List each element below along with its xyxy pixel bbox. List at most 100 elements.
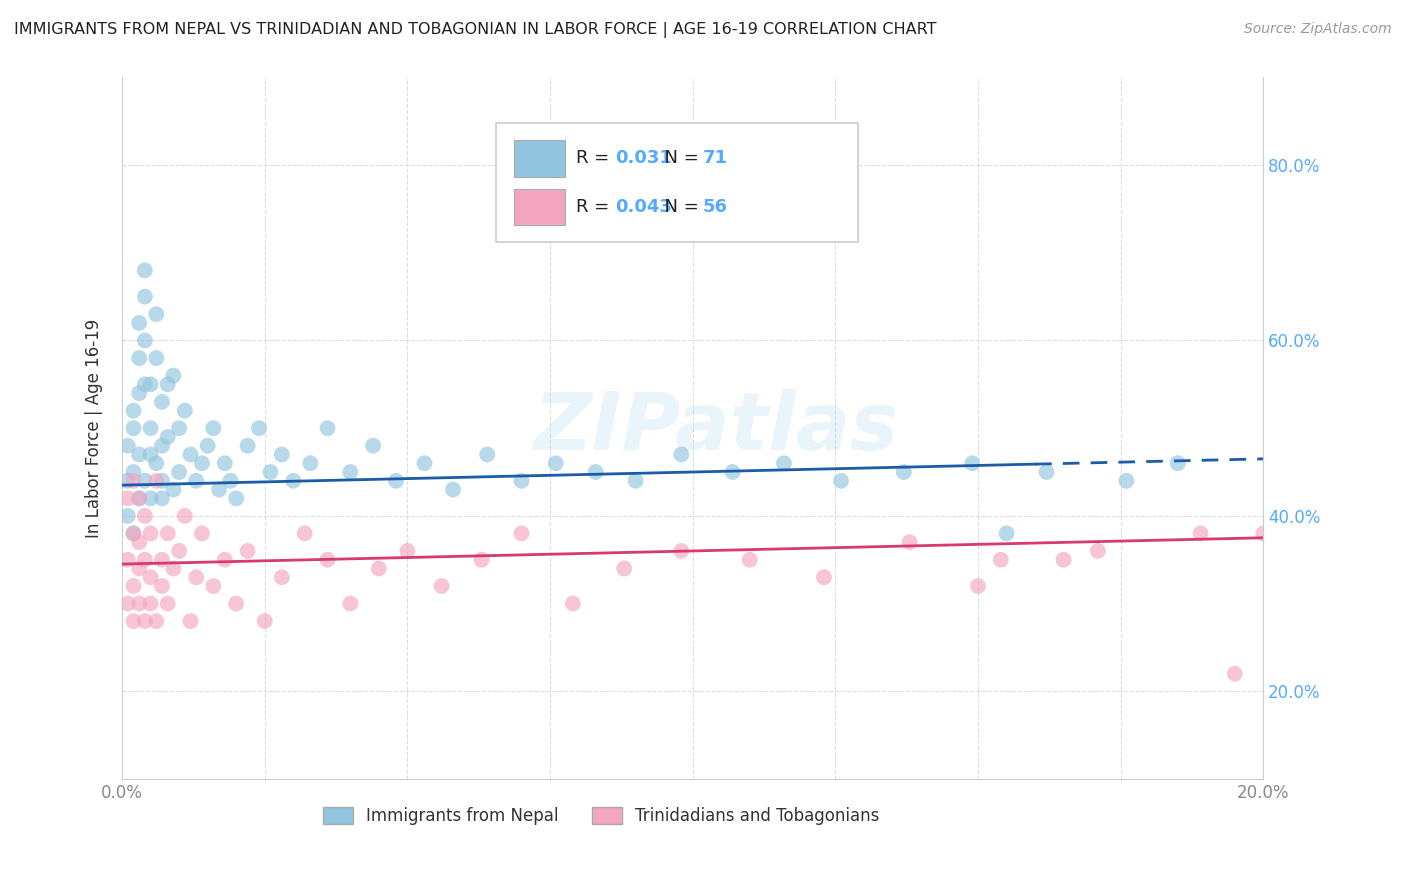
Point: [191, 456, 214, 470]
Point: [299, 456, 322, 470]
Point: [128, 535, 150, 549]
Text: 0.031: 0.031: [616, 150, 672, 168]
Point: [150, 395, 173, 409]
Point: [128, 386, 150, 401]
Point: [773, 456, 796, 470]
Point: [259, 465, 281, 479]
Text: 0.043: 0.043: [616, 198, 672, 216]
Text: N =: N =: [654, 198, 704, 216]
Point: [367, 561, 389, 575]
Point: [134, 290, 156, 304]
Point: [139, 491, 162, 506]
Point: [122, 579, 145, 593]
Point: [128, 491, 150, 506]
Point: [139, 421, 162, 435]
Point: [167, 544, 190, 558]
Point: [156, 377, 179, 392]
Point: [122, 465, 145, 479]
Point: [150, 474, 173, 488]
Point: [122, 474, 145, 488]
Point: [122, 421, 145, 435]
Text: IMMIGRANTS FROM NEPAL VS TRINIDADIAN AND TOBAGONIAN IN LABOR FORCE | AGE 16-19 C: IMMIGRANTS FROM NEPAL VS TRINIDADIAN AND…: [14, 22, 936, 38]
Point: [150, 579, 173, 593]
Point: [122, 614, 145, 628]
Point: [510, 474, 533, 488]
Point: [339, 465, 361, 479]
Point: [180, 448, 202, 462]
Point: [225, 597, 247, 611]
Point: [117, 439, 139, 453]
Point: [186, 474, 208, 488]
Point: [134, 334, 156, 348]
Point: [990, 552, 1012, 566]
Point: [413, 456, 436, 470]
Text: 56: 56: [703, 198, 727, 216]
Point: [214, 456, 236, 470]
Point: [247, 421, 270, 435]
Point: [898, 535, 921, 549]
Point: [145, 614, 167, 628]
Point: [339, 597, 361, 611]
Point: [561, 597, 583, 611]
Point: [134, 614, 156, 628]
Point: [585, 465, 607, 479]
Point: [385, 474, 408, 488]
Point: [173, 508, 195, 523]
Point: [316, 421, 339, 435]
Point: [139, 448, 162, 462]
Point: [139, 570, 162, 584]
Point: [721, 465, 744, 479]
Point: [510, 526, 533, 541]
Point: [219, 474, 242, 488]
Point: [1167, 456, 1189, 470]
Point: [150, 552, 173, 566]
Point: [139, 377, 162, 392]
Point: [139, 597, 162, 611]
Legend: Immigrants from Nepal, Trinidadians and Tobagonians: Immigrants from Nepal, Trinidadians and …: [315, 799, 889, 834]
Point: [477, 448, 499, 462]
Point: [117, 474, 139, 488]
Point: [236, 439, 259, 453]
Point: [893, 465, 915, 479]
Point: [117, 508, 139, 523]
Point: [150, 491, 173, 506]
Point: [270, 570, 292, 584]
Point: [162, 368, 184, 383]
Point: [128, 491, 150, 506]
Point: [162, 561, 184, 575]
Point: [738, 552, 761, 566]
Point: [156, 526, 179, 541]
Point: [225, 491, 247, 506]
Point: [1223, 666, 1246, 681]
Text: 71: 71: [703, 150, 727, 168]
Y-axis label: In Labor Force | Age 16-19: In Labor Force | Age 16-19: [86, 318, 103, 538]
Point: [173, 403, 195, 417]
Point: [1052, 552, 1074, 566]
Point: [208, 483, 231, 497]
Point: [202, 421, 225, 435]
Point: [117, 491, 139, 506]
Point: [430, 579, 453, 593]
Point: [122, 526, 145, 541]
Point: [441, 483, 464, 497]
Point: [128, 316, 150, 330]
Point: [1189, 526, 1212, 541]
Point: [613, 561, 636, 575]
Point: [396, 544, 419, 558]
Point: [167, 465, 190, 479]
Text: ZIPatlas: ZIPatlas: [533, 389, 898, 467]
Point: [471, 552, 494, 566]
Text: N =: N =: [654, 150, 704, 168]
Point: [139, 526, 162, 541]
Point: [128, 351, 150, 365]
Point: [995, 526, 1018, 541]
Point: [162, 483, 184, 497]
Point: [671, 544, 693, 558]
Point: [145, 474, 167, 488]
Point: [236, 544, 259, 558]
Point: [134, 474, 156, 488]
Point: [156, 597, 179, 611]
Point: [150, 439, 173, 453]
Point: [128, 597, 150, 611]
Point: [316, 552, 339, 566]
